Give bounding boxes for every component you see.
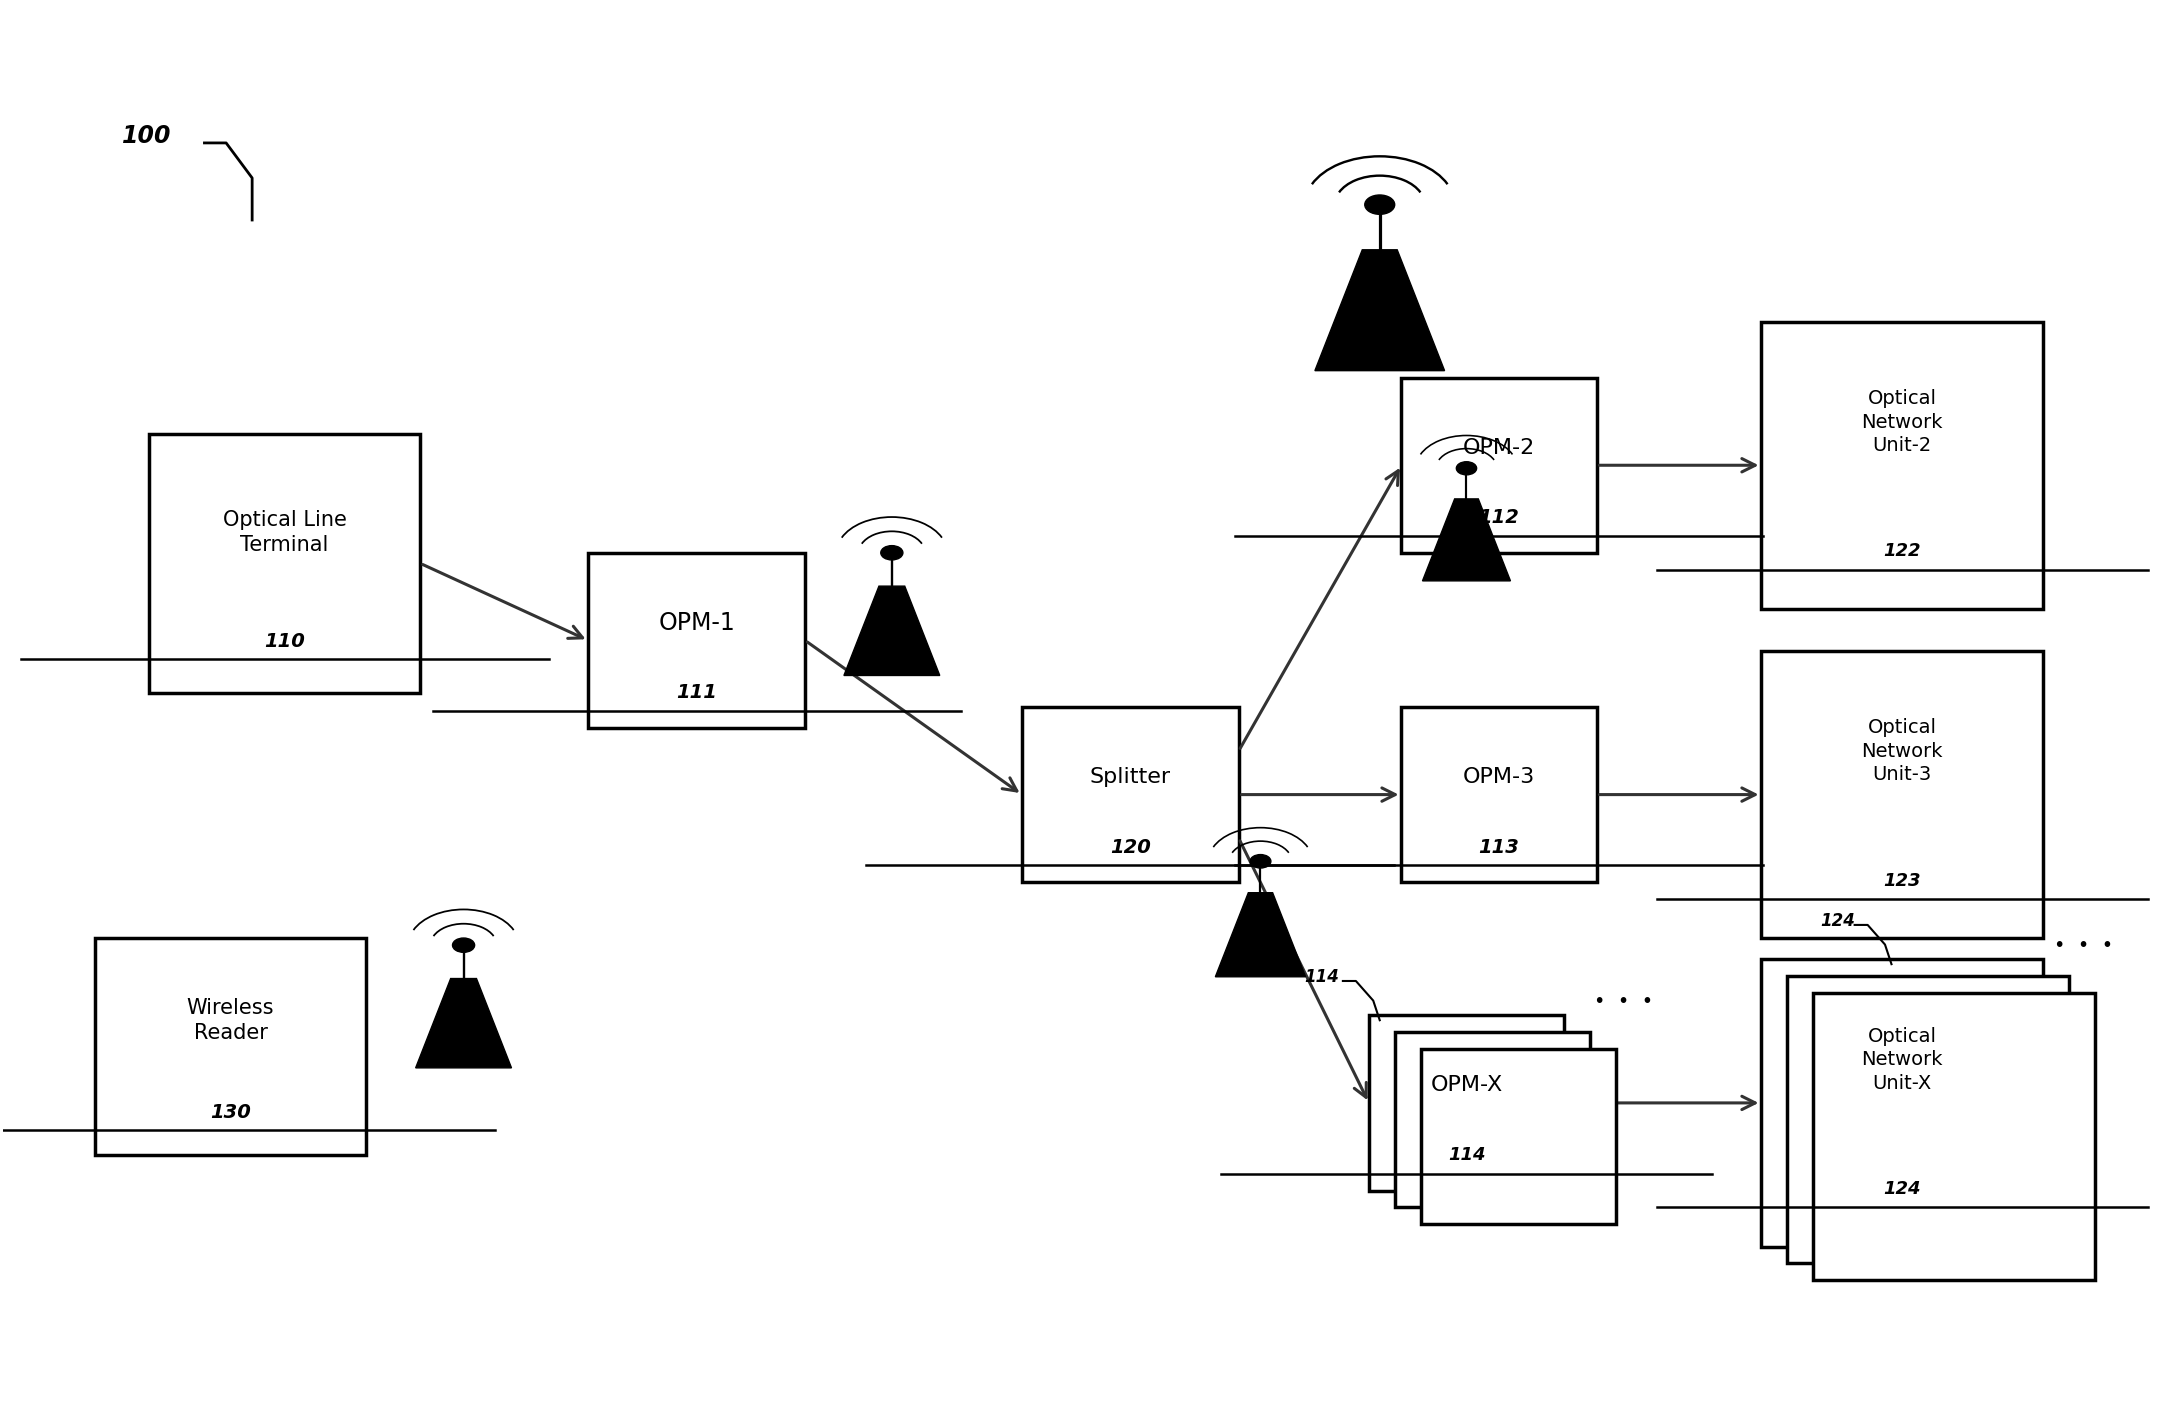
Polygon shape xyxy=(844,587,939,675)
FancyBboxPatch shape xyxy=(1787,976,2070,1263)
Polygon shape xyxy=(1215,892,1307,976)
Circle shape xyxy=(1365,196,1396,214)
Text: Optical
Network
Unit-X: Optical Network Unit-X xyxy=(1861,1027,1944,1093)
Text: 113: 113 xyxy=(1478,837,1520,857)
Text: OPM-1: OPM-1 xyxy=(659,611,735,635)
Text: Optical
Network
Unit-3: Optical Network Unit-3 xyxy=(1861,719,1944,785)
Text: 124: 124 xyxy=(1820,912,1854,930)
FancyBboxPatch shape xyxy=(1402,706,1596,882)
Text: 114: 114 xyxy=(1448,1147,1485,1165)
Text: 100: 100 xyxy=(122,124,172,148)
FancyBboxPatch shape xyxy=(1022,706,1239,882)
FancyBboxPatch shape xyxy=(589,553,804,727)
Circle shape xyxy=(1457,461,1476,474)
Circle shape xyxy=(452,938,474,953)
Text: 110: 110 xyxy=(265,632,304,650)
Polygon shape xyxy=(1422,499,1511,581)
Text: 111: 111 xyxy=(676,684,717,702)
Text: OPM-3: OPM-3 xyxy=(1463,767,1535,787)
Circle shape xyxy=(1250,854,1272,868)
FancyBboxPatch shape xyxy=(1761,960,2044,1247)
Text: 120: 120 xyxy=(1111,837,1150,857)
FancyBboxPatch shape xyxy=(1761,651,2044,938)
Text: OPM-X: OPM-X xyxy=(1430,1075,1502,1096)
FancyBboxPatch shape xyxy=(1396,1033,1589,1207)
FancyBboxPatch shape xyxy=(1813,993,2096,1280)
Text: 124: 124 xyxy=(1883,1180,1922,1199)
Text: Wireless
Reader: Wireless Reader xyxy=(187,999,274,1043)
Text: OPM-2: OPM-2 xyxy=(1463,438,1535,457)
Text: 112: 112 xyxy=(1478,508,1520,528)
Text: Splitter: Splitter xyxy=(1089,767,1172,787)
FancyBboxPatch shape xyxy=(1402,377,1596,553)
Text: •  •  •: • • • xyxy=(1594,992,1654,1010)
Text: 123: 123 xyxy=(1883,872,1922,889)
Text: •  •  •: • • • xyxy=(2054,936,2113,955)
Polygon shape xyxy=(1315,250,1444,370)
Text: 130: 130 xyxy=(211,1103,250,1121)
FancyBboxPatch shape xyxy=(1761,322,2044,609)
Text: Optical
Network
Unit-2: Optical Network Unit-2 xyxy=(1861,390,1944,454)
Circle shape xyxy=(880,546,902,560)
FancyBboxPatch shape xyxy=(96,938,365,1155)
FancyBboxPatch shape xyxy=(1370,1016,1563,1190)
FancyBboxPatch shape xyxy=(1422,1050,1615,1224)
FancyBboxPatch shape xyxy=(150,433,420,694)
Text: 114: 114 xyxy=(1304,968,1339,986)
Polygon shape xyxy=(415,978,511,1068)
Text: Optical Line
Terminal: Optical Line Terminal xyxy=(222,509,346,554)
Text: 122: 122 xyxy=(1883,543,1922,560)
